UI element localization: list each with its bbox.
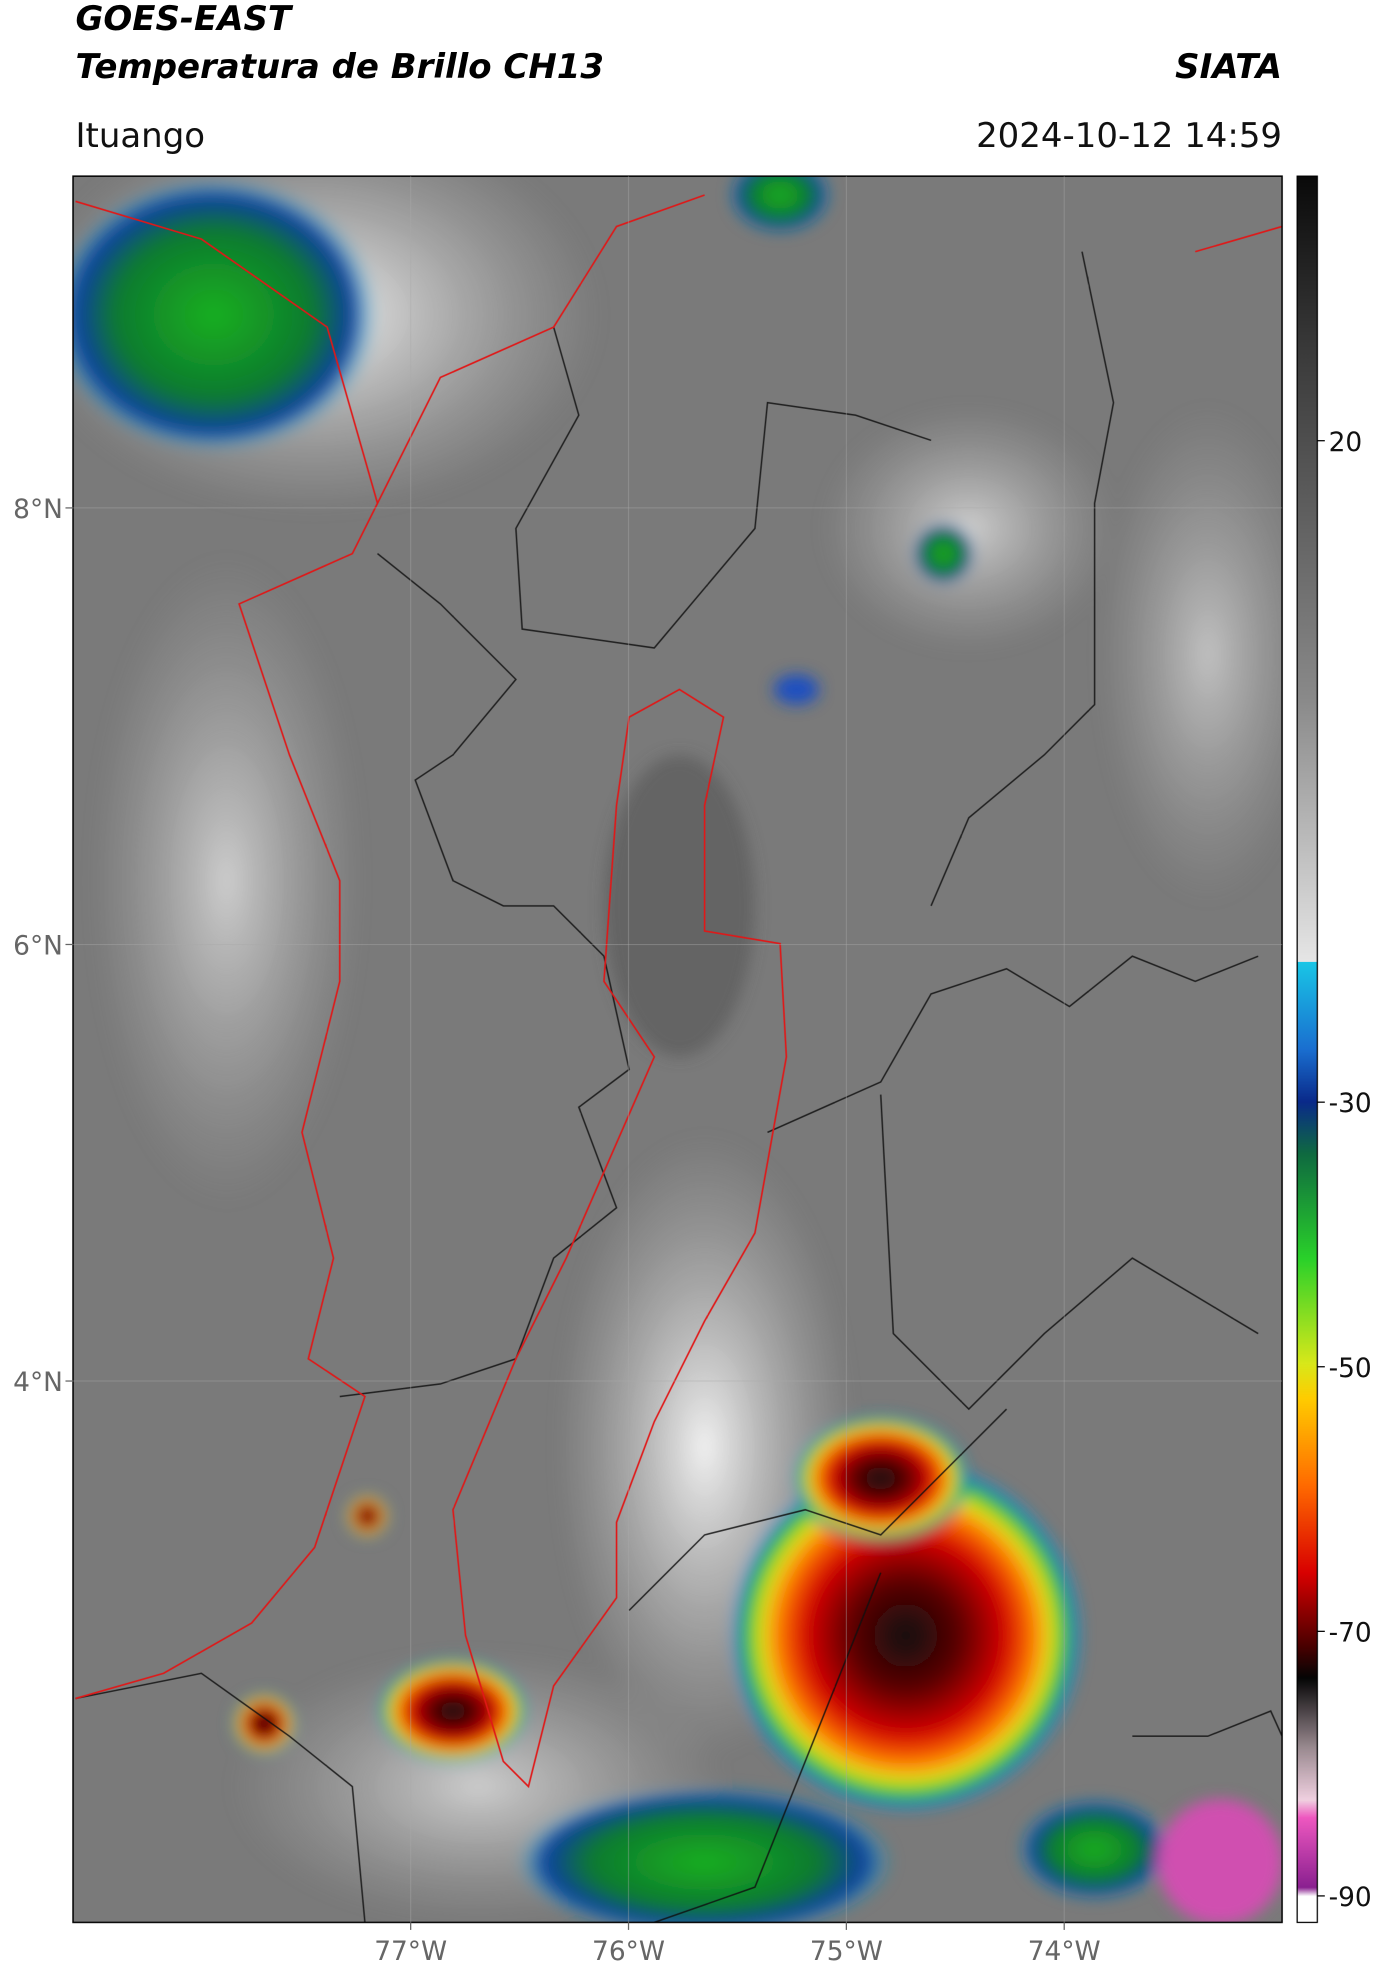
- region: Ituango: [76, 116, 206, 156]
- colorbar-tick-label: -90: [1329, 1882, 1372, 1913]
- y-tick-label: 8°N: [13, 494, 63, 525]
- colorbar: [1296, 175, 1318, 1924]
- x-tick-label: 77°W: [374, 1936, 447, 1967]
- y-tick-label: 4°N: [13, 1367, 63, 1398]
- x-tick-label: 75°W: [810, 1936, 883, 1967]
- map-frame: [72, 175, 1283, 1924]
- y-tick-label: 6°N: [13, 931, 63, 962]
- colorbar-tick-label: -70: [1329, 1617, 1372, 1648]
- colorbar-tick-label: -50: [1329, 1353, 1372, 1384]
- x-tick-label: 74°W: [1028, 1936, 1101, 1967]
- satellite-image: [73, 176, 1283, 1923]
- satellite: GOES-EAST: [76, 0, 294, 39]
- x-tick-label: 76°W: [592, 1936, 665, 1967]
- datetime: 2024-10-12 14:59: [976, 116, 1282, 156]
- colorbar-tick-label: 20: [1329, 427, 1363, 458]
- product: Temperatura de Brillo CH13: [76, 47, 604, 87]
- colorbar-tick-label: -30: [1329, 1088, 1372, 1119]
- brand: SIATA: [1175, 47, 1282, 87]
